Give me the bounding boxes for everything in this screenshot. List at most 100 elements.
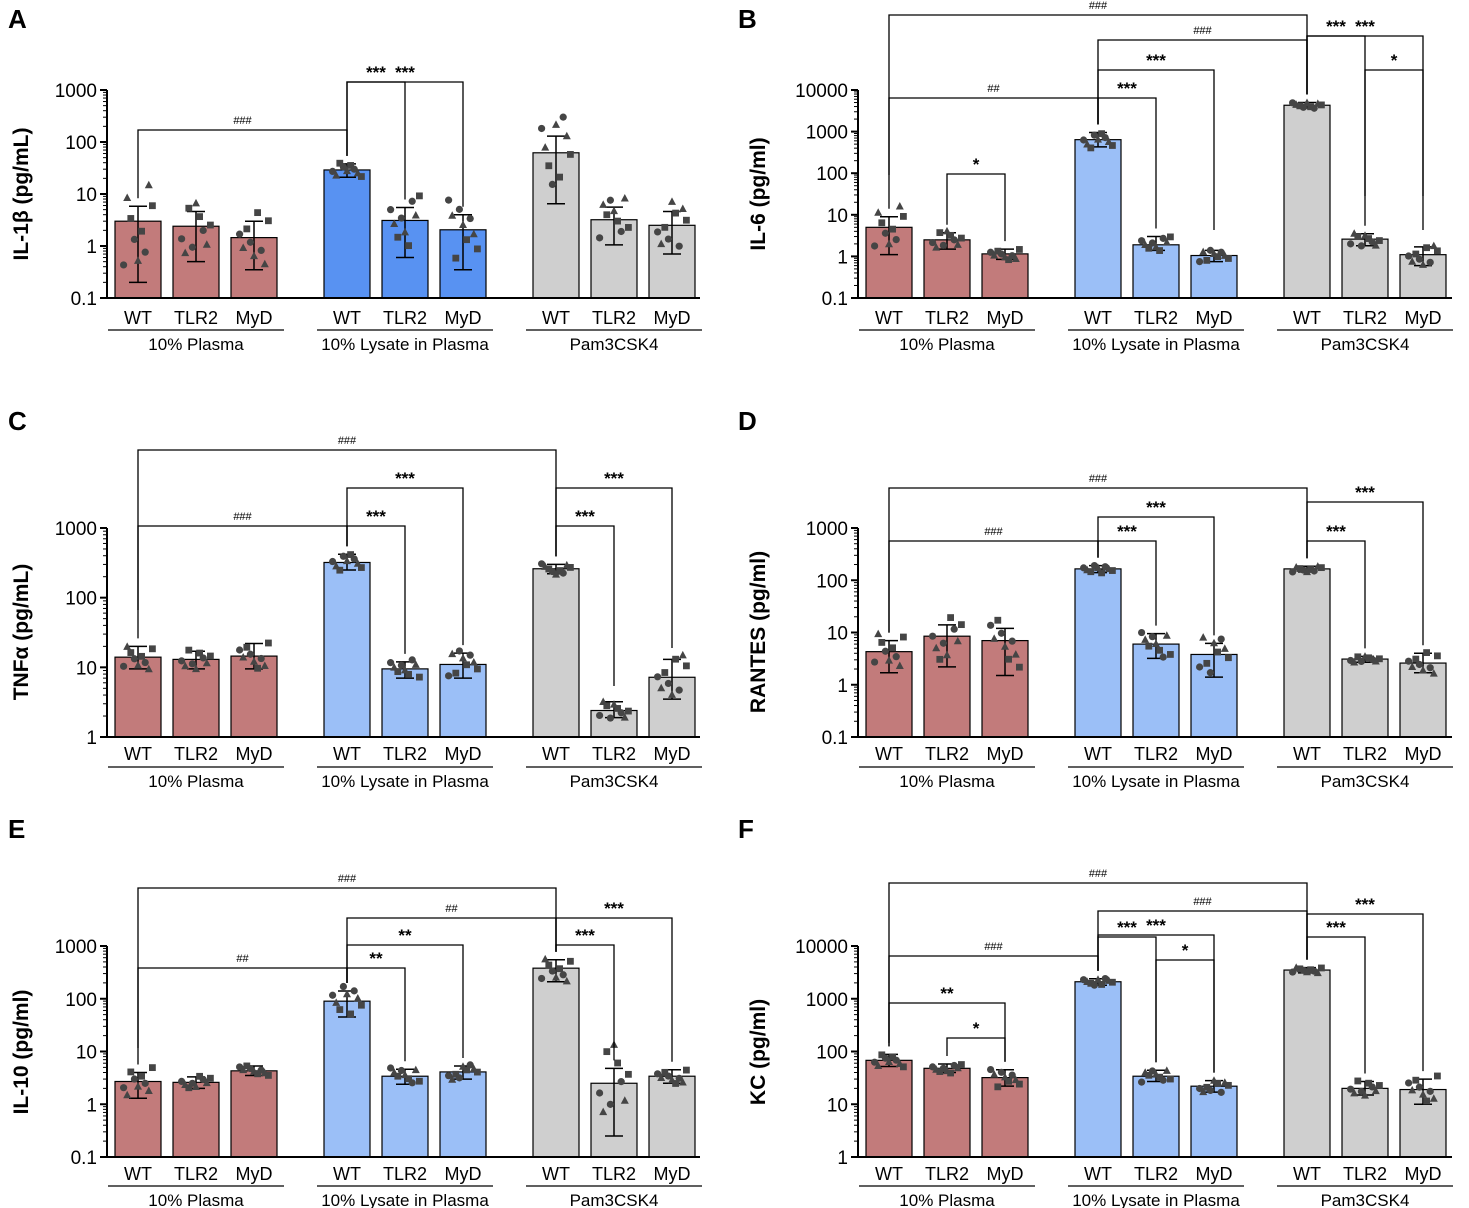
data-point [1214, 1080, 1221, 1087]
data-point [1087, 568, 1095, 576]
data-point [895, 201, 904, 210]
significance-label: * [973, 1019, 980, 1038]
data-point [1423, 1097, 1430, 1105]
data-point [178, 1077, 186, 1085]
data-point [900, 633, 907, 641]
significance-label: ### [338, 873, 357, 885]
data-point [603, 211, 611, 219]
data-point [1005, 655, 1012, 663]
data-point [885, 1057, 893, 1065]
data-point [1167, 233, 1174, 241]
data-point [347, 551, 354, 558]
data-point [1405, 252, 1413, 260]
data-point [1214, 648, 1221, 656]
data-point [1426, 258, 1434, 266]
data-point [1101, 134, 1109, 142]
data-point [358, 564, 365, 571]
significance-label: ## [236, 953, 249, 965]
comparison-bracket [1097, 516, 1215, 636]
data-point [1090, 131, 1098, 139]
data-point [1196, 663, 1204, 671]
data-point [1148, 633, 1156, 641]
group-label: Pam3CSK4 [570, 1191, 659, 1208]
data-point [1148, 239, 1156, 247]
data-point [332, 171, 341, 179]
data-point [596, 1089, 604, 1097]
data-point [664, 1072, 673, 1080]
bar [532, 967, 580, 1158]
x-tick-label: MyD [236, 1164, 273, 1184]
data-point [958, 234, 965, 242]
significance-label: *** [1117, 918, 1137, 937]
data-point [405, 1075, 412, 1083]
data-point [1415, 1083, 1423, 1091]
y-axis-label: IL-6 (pg/ml) [747, 137, 770, 250]
data-point [929, 238, 937, 247]
data-point [394, 668, 402, 676]
x-tick-label: WT [1293, 1164, 1321, 1184]
group-label: 10% Lysate in Plasma [321, 772, 489, 791]
data-point [401, 227, 409, 236]
bar [648, 1075, 696, 1158]
data-point [683, 662, 690, 670]
x-tick-label: MyD [1196, 1164, 1233, 1184]
data-point [1303, 98, 1311, 107]
bar [439, 1071, 487, 1158]
data-point [347, 162, 354, 169]
data-point [1429, 669, 1438, 677]
significance-label: *** [1117, 522, 1137, 541]
data-point [1159, 653, 1167, 661]
bar [1190, 1085, 1238, 1158]
x-tick-label: TLR2 [1134, 744, 1178, 764]
data-point [1296, 565, 1304, 572]
data-point [1016, 663, 1023, 671]
data-point [188, 243, 196, 251]
data-point [1419, 260, 1427, 268]
data-point [538, 560, 546, 568]
y-tick-label: 1 [837, 676, 848, 697]
comparison-bracket [1306, 501, 1424, 646]
data-point [246, 238, 254, 246]
x-tick-label: TLR2 [174, 308, 218, 328]
data-point [675, 686, 683, 694]
x-tick-label: MyD [1196, 744, 1233, 764]
data-point [895, 661, 904, 670]
data-point [1296, 102, 1304, 110]
data-point [1423, 244, 1430, 252]
data-point [1412, 250, 1420, 258]
data-point [260, 661, 269, 670]
data-point [683, 1066, 690, 1074]
data-point [1011, 254, 1020, 263]
data-point [664, 679, 673, 688]
data-point [329, 167, 337, 175]
data-point [947, 1069, 954, 1077]
bar [1341, 1087, 1389, 1158]
data-point [1354, 1077, 1362, 1085]
data-point [932, 643, 941, 652]
comparison-bracket [555, 944, 615, 1061]
significance-label: *** [575, 926, 595, 945]
data-point [1206, 1086, 1214, 1095]
comparison-bracket [555, 487, 673, 648]
comparison-bracket [346, 944, 464, 1059]
data-point [541, 143, 550, 151]
data-point [448, 1075, 457, 1083]
x-tick-label: WT [1293, 744, 1321, 764]
data-point [614, 705, 621, 712]
data-point [953, 1063, 962, 1072]
y-tick-label: 10 [827, 624, 848, 645]
y-tick-label: 100 [816, 571, 848, 592]
data-point [1080, 136, 1088, 144]
y-tick-label: 0.1 [822, 289, 848, 310]
data-point [958, 1061, 965, 1068]
data-point [1162, 1066, 1171, 1074]
data-point [1408, 662, 1417, 671]
data-point [411, 660, 420, 668]
data-point [1412, 655, 1420, 663]
data-point [1365, 1079, 1372, 1087]
data-point [1109, 567, 1116, 574]
comparison-bracket [1306, 540, 1366, 649]
group-label: 10% Plasma [148, 335, 244, 354]
data-point [885, 656, 893, 664]
data-point [178, 235, 186, 243]
